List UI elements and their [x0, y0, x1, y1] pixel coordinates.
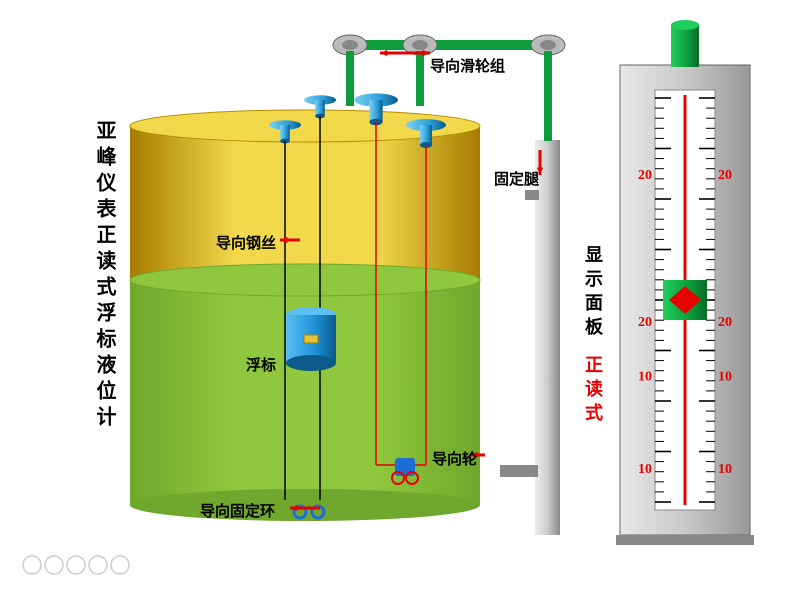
label-panel-title: 显示面板: [580, 245, 606, 341]
svg-text:20: 20: [638, 168, 652, 183]
label-float: 浮标: [246, 354, 276, 375]
svg-text:10: 10: [638, 462, 652, 477]
svg-text:20: 20: [718, 315, 732, 330]
main-title: 亚峰仪表正读式浮标液位计: [90, 120, 119, 432]
label-pulley-group: 导向滑轮组: [430, 55, 505, 76]
label-guide-ring: 导向固定环: [200, 500, 275, 521]
label-guide-wheel: 导向轮: [432, 448, 477, 469]
diagram-canvas: 20 20 20 20 10 10 10 10: [0, 0, 800, 600]
svg-text:20: 20: [718, 168, 732, 183]
label-fixed-leg: 固定腿: [494, 168, 539, 189]
label-panel-type: 正读式: [580, 355, 606, 427]
svg-text:10: 10: [718, 370, 732, 385]
label-guide-wire: 导向钢丝: [216, 232, 276, 253]
svg-text:10: 10: [638, 370, 652, 385]
svg-text:20: 20: [638, 315, 652, 330]
svg-text:10: 10: [718, 462, 732, 477]
